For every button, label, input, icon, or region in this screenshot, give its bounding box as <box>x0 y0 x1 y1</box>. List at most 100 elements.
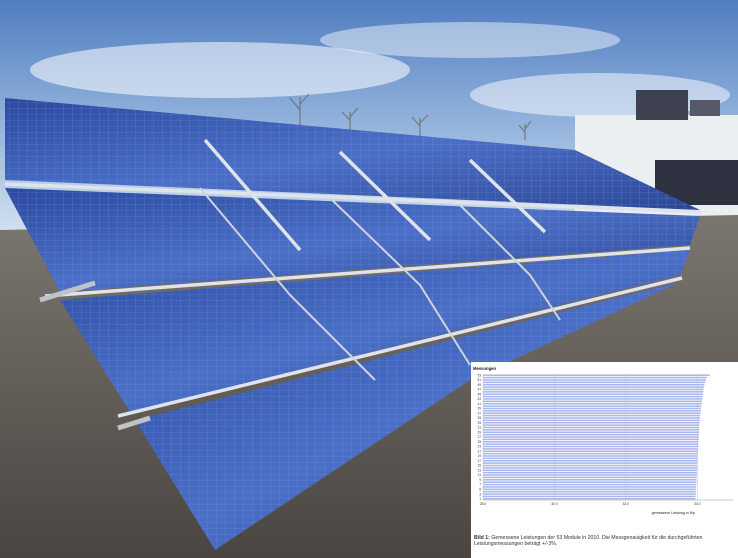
bar-module-49 <box>483 383 705 386</box>
measurement-chart-inset: Messungen 1 3 5 7 9 11 13 15 17 19 21 23 25 27 29 31 33 3… <box>471 362 738 558</box>
bar-module-2 <box>483 495 696 498</box>
x-tick-label: 34.0 <box>694 502 701 506</box>
bar-module-14 <box>483 467 698 469</box>
bar-module-52 <box>483 376 707 379</box>
caption-lead: Bild 1: <box>474 535 490 541</box>
y-tick-label: 43 <box>477 397 481 401</box>
mounting-rail <box>39 280 151 431</box>
bar-module-9 <box>483 479 697 481</box>
bar-module-22 <box>483 448 698 450</box>
y-tick-label: 7 <box>479 483 481 487</box>
y-tick-label: 47 <box>477 388 481 392</box>
bar-module-47 <box>483 388 704 391</box>
y-tick-label: 41 <box>477 402 481 406</box>
y-tick-label: 27 <box>477 435 481 439</box>
bar-module-18 <box>483 457 698 460</box>
y-tick-labels: 1357911131517192123252729313335373941434… <box>477 373 481 501</box>
y-tick-label: 31 <box>477 426 481 430</box>
panel-frames <box>4 138 703 418</box>
bar-module-1 <box>483 498 696 500</box>
y-tick-label: 19 <box>477 454 481 458</box>
bar-module-48 <box>483 386 705 388</box>
bar-module-13 <box>483 469 697 472</box>
y-tick-label: 1 <box>479 497 481 501</box>
y-tick-label: 11 <box>478 473 482 477</box>
bar-module-19 <box>483 455 698 457</box>
y-tick-label: 35 <box>477 416 481 420</box>
bar-module-34 <box>483 419 700 422</box>
bar-module-44 <box>483 395 703 398</box>
bar-module-43 <box>483 398 703 400</box>
x-axis-label: gemessene Leistung in Wp <box>652 511 695 515</box>
bar-module-5 <box>483 488 697 491</box>
cloud <box>30 42 410 98</box>
bar-module-32 <box>483 424 700 426</box>
bar-module-27 <box>483 436 699 438</box>
bar-module-45 <box>483 393 703 395</box>
y-tick-label: 45 <box>477 392 481 396</box>
bar-module-38 <box>483 410 701 412</box>
y-tick-label: 3 <box>479 492 481 496</box>
bar-module-26 <box>483 438 699 441</box>
y-tick-label: 17 <box>477 459 481 463</box>
x-tick-label: 32.0 <box>623 502 630 506</box>
bar-module-24 <box>483 443 699 445</box>
bar-module-23 <box>483 445 699 448</box>
bar-module-30 <box>483 429 700 431</box>
x-tick-label: 28.0 <box>480 502 487 506</box>
bar-module-15 <box>483 464 698 467</box>
bar-module-7 <box>483 483 697 486</box>
background-trees <box>289 93 532 140</box>
bar-module-46 <box>483 391 704 393</box>
caption-text: Gemessene Leistungen der 53 Module in 20… <box>474 535 703 548</box>
y-tick-label: 51 <box>477 378 481 382</box>
bar-module-20 <box>483 452 698 455</box>
bar-module-33 <box>483 421 700 424</box>
chart-bars <box>483 374 710 500</box>
chart-title: Messungen <box>473 366 496 371</box>
x-tick-labels: 28.0 30.0 32.0 34.0 <box>480 502 701 506</box>
bar-module-53 <box>483 374 710 376</box>
bar-module-37 <box>483 412 701 414</box>
bar-module-10 <box>483 476 697 479</box>
bar-module-28 <box>483 433 700 436</box>
bar-module-40 <box>483 405 702 407</box>
cloud <box>320 22 620 58</box>
bar-module-17 <box>483 460 698 462</box>
y-tick-label: 15 <box>477 464 481 468</box>
bar-module-29 <box>483 431 700 434</box>
x-tick-label: 30.0 <box>551 502 558 506</box>
y-tick-label: 37 <box>477 411 481 415</box>
y-tick-label: 25 <box>477 440 481 444</box>
bar-module-35 <box>483 417 701 419</box>
chart-caption: Bild 1: Gemessene Leistungen der 53 Modu… <box>474 535 736 548</box>
solar-panel-rows <box>4 98 703 550</box>
y-tick-label: 53 <box>477 373 481 377</box>
bar-module-39 <box>483 407 701 410</box>
bar-module-42 <box>483 400 702 403</box>
y-tick-label: 9 <box>479 478 481 482</box>
bar-module-3 <box>483 493 696 495</box>
y-tick-label: 5 <box>479 488 481 492</box>
bar-module-6 <box>483 486 697 488</box>
y-tick-label: 21 <box>477 449 481 453</box>
bar-module-21 <box>483 450 698 453</box>
bar-module-25 <box>483 440 699 443</box>
bar-module-36 <box>483 414 701 417</box>
bar-module-31 <box>483 426 700 429</box>
bar-module-41 <box>483 402 702 405</box>
bar-module-11 <box>483 474 697 476</box>
bar-module-12 <box>483 471 697 474</box>
y-tick-label: 23 <box>477 445 481 449</box>
bar-module-51 <box>483 379 706 381</box>
bar-module-8 <box>483 481 697 483</box>
bar-module-50 <box>483 381 706 384</box>
bar-module-16 <box>483 462 698 464</box>
y-tick-label: 49 <box>477 383 481 387</box>
y-tick-label: 39 <box>477 407 481 411</box>
bar-chart: Messungen 135791113151719212325272931333… <box>473 366 733 515</box>
y-tick-label: 33 <box>477 421 481 425</box>
bar-module-4 <box>483 490 696 493</box>
y-tick-label: 13 <box>477 468 481 472</box>
